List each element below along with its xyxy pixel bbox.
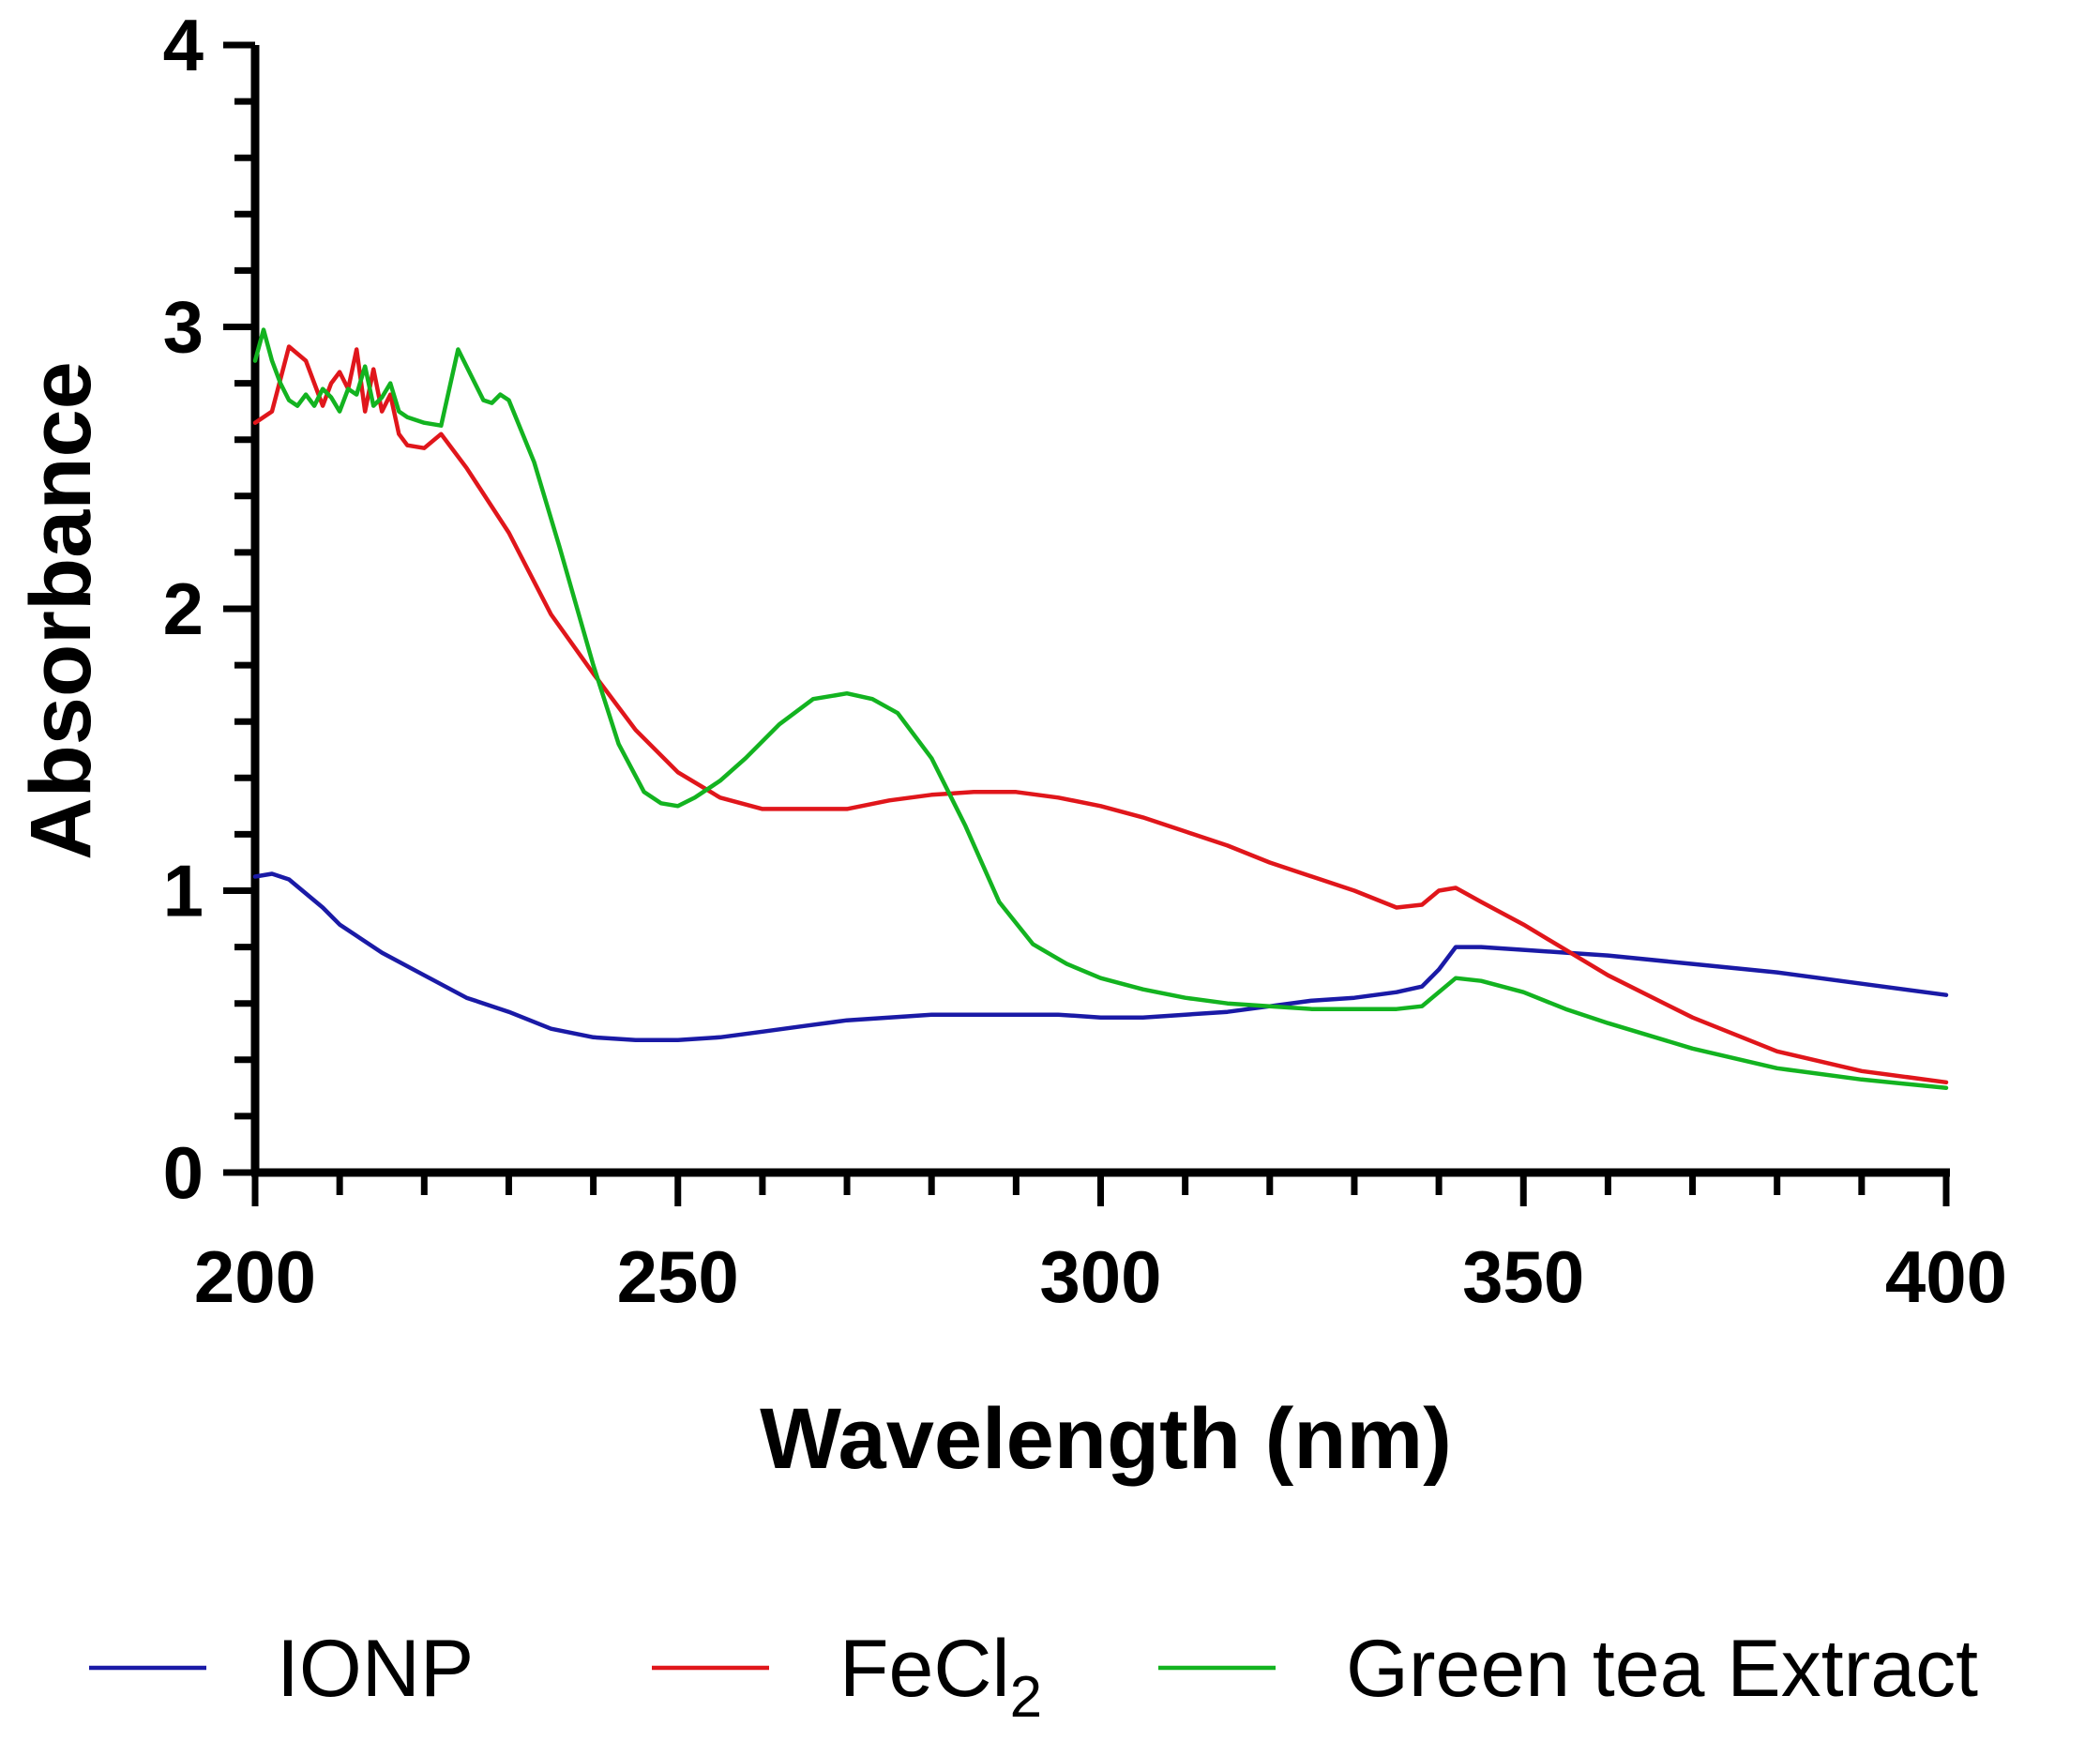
axes: 0 1 2 3 4 200 250 300 350 400	[163, 4, 2007, 1318]
legend: IONP FeCl2 Green tea Extract	[89, 1624, 1978, 1730]
y-tick-label: 1	[163, 850, 204, 932]
x-tick-label: 350	[1462, 1235, 1584, 1318]
x-tick-label: 200	[194, 1235, 316, 1318]
x-tick-label: 400	[1885, 1235, 2007, 1318]
y-tick-label: 0	[163, 1131, 204, 1214]
series-line-green-tea-extract	[252, 327, 1949, 1091]
y-tick-label: 2	[163, 568, 204, 650]
y-tick-label: 4	[163, 4, 204, 86]
y-tick-label: 3	[163, 286, 204, 369]
x-tick-label: 250	[617, 1235, 739, 1318]
x-tick-label: 300	[1039, 1235, 1161, 1318]
series-line-fecl2	[252, 344, 1949, 1085]
legend-label: Green tea Extract	[1346, 1624, 1978, 1714]
series-layer	[252, 327, 1949, 1091]
legend-label: IONP	[277, 1624, 474, 1714]
legend-label: FeCl2	[839, 1624, 1042, 1730]
series-line-ionp	[252, 871, 1949, 1043]
x-axis-title: Wavelength (nm)	[760, 1391, 1452, 1487]
y-axis-title: Absorbance	[13, 361, 109, 860]
